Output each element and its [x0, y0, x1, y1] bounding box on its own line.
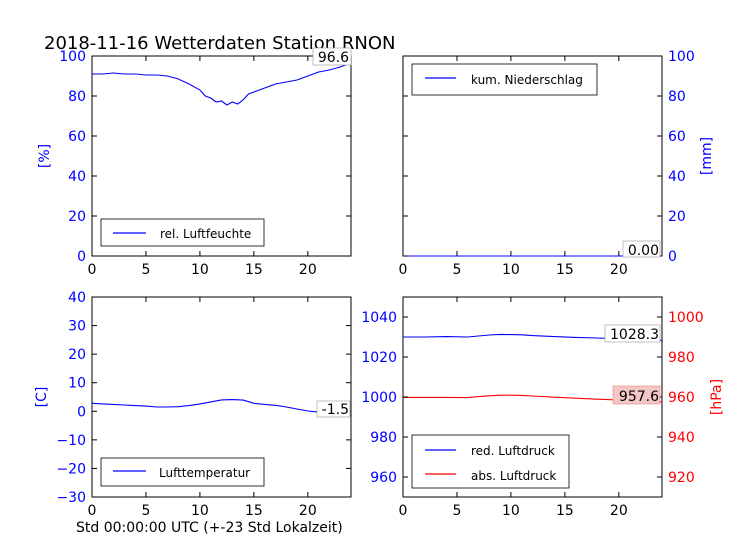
x-tick-label: 15 — [245, 503, 263, 519]
x-tick-label: 5 — [452, 262, 461, 278]
x-tick-label: 5 — [141, 503, 150, 519]
y-tick-label: 20 — [668, 209, 686, 225]
x-tick-label: 10 — [502, 503, 520, 519]
pressure-reduced-legend-label: red. Luftdruck — [471, 444, 555, 458]
temperature-y-axis-label: [C] — [34, 387, 50, 408]
precip-y-axis-label: [mm] — [699, 137, 715, 175]
x-axis-footer: Std 00:00:00 UTC (+-23 Std Lokalzeit) — [76, 520, 343, 536]
x-tick-label: 0 — [88, 503, 97, 519]
x-tick-label: 10 — [191, 503, 209, 519]
y-tick-label: −20 — [56, 461, 86, 477]
y-tick-label: 980 — [370, 430, 397, 446]
svg-text:957.6: 957.6 — [619, 389, 659, 405]
svg-text:96.6: 96.6 — [318, 50, 349, 66]
humidity-y-axis-label: [%] — [37, 144, 53, 168]
y-tick-label: 1000 — [361, 390, 397, 406]
humidity-last-value: 96.6 — [312, 47, 352, 66]
temperature-legend-label: Lufttemperatur — [159, 466, 250, 480]
x-tick-label: 0 — [399, 503, 408, 519]
y-tick-label: 100 — [59, 49, 86, 65]
humidity-series-line — [92, 62, 352, 106]
x-tick-label: 0 — [399, 262, 408, 278]
precip-panel: 0 20 40 60 80 100 0 5 10 15 20 [mm] kum. Niedersc… — [399, 49, 715, 278]
x-tick-label: 15 — [556, 262, 574, 278]
x-tick-label: 10 — [502, 262, 520, 278]
y2-tick-label: 980 — [668, 350, 695, 366]
pressure-y-axis-label: [hPa] — [709, 379, 725, 415]
svg-text:0.00: 0.00 — [628, 243, 659, 259]
y-tick-label: 80 — [68, 89, 86, 105]
x-tick-label: 15 — [556, 503, 574, 519]
precip-last-value: 0.00 — [622, 240, 661, 259]
y-tick-label: 960 — [370, 470, 397, 486]
pressure-legend: red. Luftdruck abs. Luftdruck — [411, 434, 570, 489]
x-tick-label: 5 — [141, 262, 150, 278]
x-tick-label: 15 — [245, 262, 263, 278]
x-tick-label: 20 — [610, 262, 628, 278]
y-tick-label: −30 — [56, 490, 86, 506]
humidity-panel: 0 20 40 60 80 100 0 5 10 15 20 [%] rel. Luftfeuch… — [37, 47, 352, 278]
figure-title: 2018-11-16 Wetterdaten Station RNON — [44, 33, 395, 54]
precip-legend-label: kum. Niederschlag — [471, 73, 583, 87]
y-tick-label: 40 — [668, 169, 686, 185]
svg-text:-1.5: -1.5 — [322, 402, 349, 418]
y-tick-label: 20 — [68, 347, 86, 363]
pressure-absolute-last-value: 957.6 — [612, 385, 661, 405]
y2-tick-label: 920 — [668, 470, 695, 486]
y-tick-label: 60 — [68, 129, 86, 145]
y2-tick-label: 940 — [668, 430, 695, 446]
pressure-reduced-last-value: 1028.3 — [604, 324, 661, 343]
humidity-legend: rel. Luftfeuchte — [100, 218, 265, 247]
y-tick-label: 30 — [68, 319, 86, 335]
y2-tick-label: 960 — [668, 390, 695, 406]
y-tick-label: 40 — [68, 169, 86, 185]
y2-tick-label: 1000 — [668, 310, 704, 326]
pressure-absolute-legend-label: abs. Luftdruck — [471, 469, 556, 483]
y-tick-label: 60 — [668, 129, 686, 145]
x-tick-label: 20 — [299, 262, 317, 278]
y-tick-label: 0 — [77, 249, 86, 265]
y-tick-label: 0 — [77, 404, 86, 420]
x-tick-label: 20 — [610, 503, 628, 519]
temperature-series-line — [91, 399, 352, 417]
x-tick-label: 10 — [191, 262, 209, 278]
x-tick-label: 20 — [299, 503, 317, 519]
y-tick-label: 10 — [68, 376, 86, 392]
temperature-panel: −30 −20 −10 0 10 20 30 40 0 5 10 15 20 [C] Lufttemp… — [34, 290, 352, 519]
svg-text:1028.3: 1028.3 — [610, 327, 659, 343]
y-tick-label: 20 — [68, 209, 86, 225]
humidity-legend-label: rel. Luftfeuchte — [160, 227, 251, 241]
precip-legend: kum. Niederschlag — [411, 63, 598, 96]
x-tick-label: 0 — [88, 262, 97, 278]
temperature-legend: Lufttemperatur — [100, 457, 265, 487]
y-tick-label: 1040 — [361, 310, 397, 326]
x-tick-label: 5 — [452, 503, 461, 519]
temperature-last-value: -1.5 — [316, 400, 351, 418]
y-tick-label: 40 — [68, 290, 86, 306]
y-tick-label: 100 — [668, 49, 695, 65]
pressure-absolute-line — [403, 394, 663, 403]
y-tick-label: 0 — [668, 249, 677, 265]
y-tick-label: 80 — [668, 89, 686, 105]
y-tick-label: 1020 — [361, 350, 397, 366]
y-tick-label: −10 — [56, 433, 86, 449]
